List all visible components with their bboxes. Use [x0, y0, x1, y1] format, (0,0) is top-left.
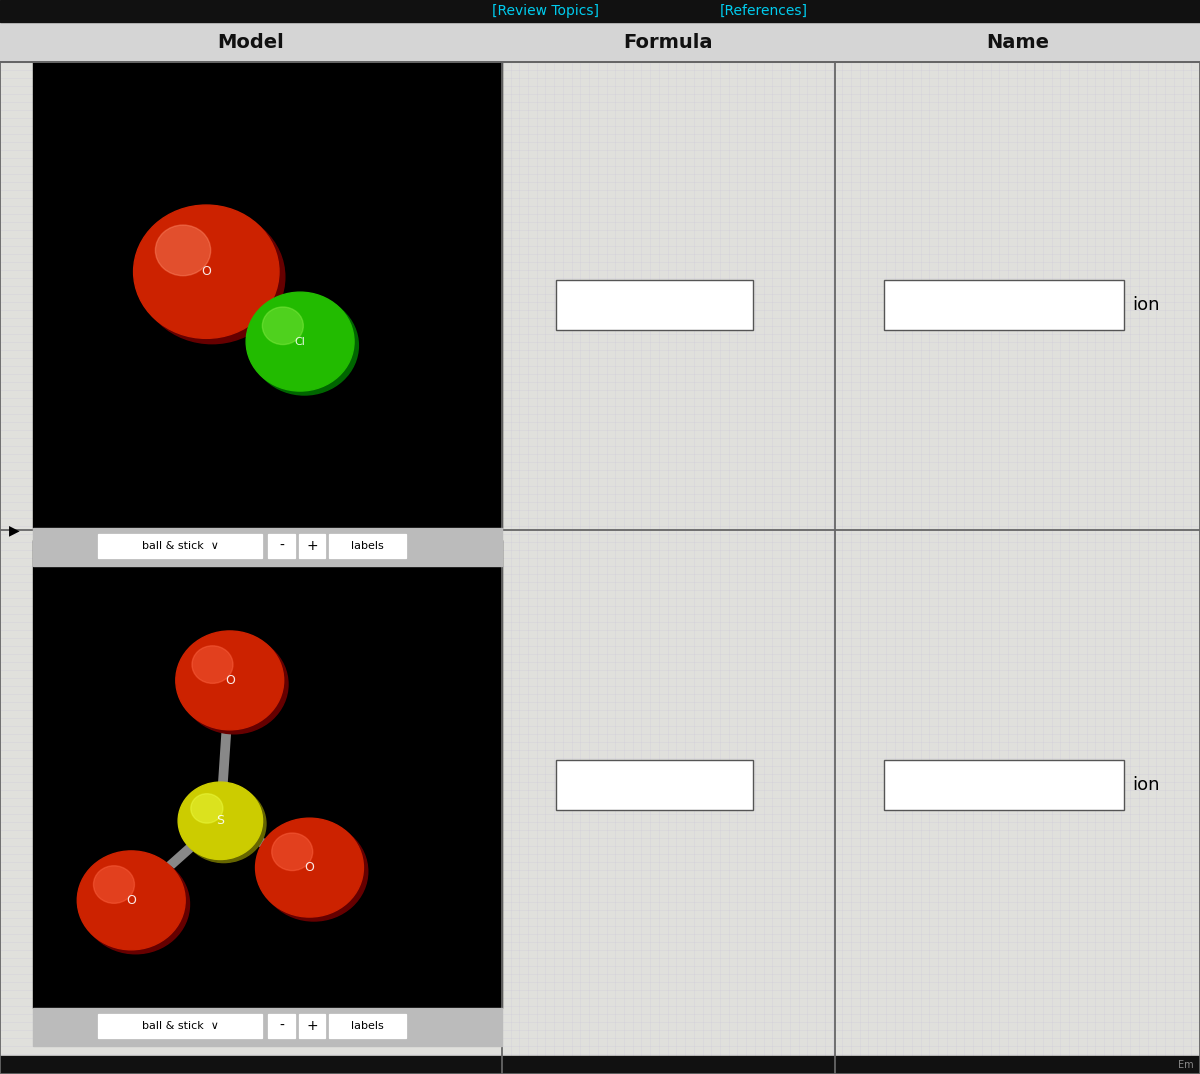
- Bar: [32, 1008, 502, 1046]
- Bar: [299, 1014, 325, 1037]
- Bar: [32, 528, 502, 566]
- Bar: [32, 540, 502, 1008]
- Bar: [883, 760, 1123, 810]
- Text: -: -: [280, 539, 284, 553]
- Text: labels: labels: [352, 1021, 384, 1031]
- Bar: [269, 534, 294, 558]
- Text: -: -: [280, 1019, 284, 1033]
- Bar: [98, 534, 262, 558]
- Text: Name: Name: [985, 32, 1049, 52]
- Bar: [0, 0, 1200, 21]
- Bar: [269, 1014, 294, 1037]
- Bar: [330, 534, 406, 558]
- Circle shape: [139, 211, 284, 344]
- Bar: [330, 1014, 406, 1037]
- Text: Formula: Formula: [624, 32, 713, 52]
- Circle shape: [180, 635, 288, 734]
- Circle shape: [82, 855, 190, 954]
- Text: labels: labels: [352, 541, 384, 551]
- Circle shape: [178, 782, 263, 859]
- Text: O: O: [224, 673, 235, 687]
- Circle shape: [77, 851, 185, 949]
- Text: O: O: [305, 861, 314, 874]
- Circle shape: [256, 818, 364, 917]
- Text: Cl: Cl: [295, 336, 306, 347]
- Circle shape: [155, 226, 211, 276]
- Text: Em: Em: [1178, 1060, 1194, 1070]
- Bar: [883, 280, 1123, 330]
- Circle shape: [94, 866, 134, 903]
- Circle shape: [191, 794, 223, 823]
- Circle shape: [263, 307, 304, 345]
- Bar: [0, 21, 1200, 62]
- Text: [Review Topics]: [Review Topics]: [492, 4, 599, 18]
- Text: ion: ion: [1133, 296, 1160, 314]
- Circle shape: [175, 630, 283, 730]
- Circle shape: [271, 833, 313, 871]
- Bar: [557, 280, 752, 330]
- Circle shape: [246, 292, 354, 391]
- Text: ▶: ▶: [8, 523, 19, 537]
- Text: [References]: [References]: [720, 4, 808, 18]
- Text: +: +: [306, 539, 318, 553]
- Bar: [32, 62, 502, 528]
- Circle shape: [181, 785, 266, 862]
- Text: +: +: [306, 1019, 318, 1033]
- Bar: [557, 760, 752, 810]
- Circle shape: [133, 205, 278, 338]
- Circle shape: [192, 645, 233, 683]
- Bar: [299, 534, 325, 558]
- Circle shape: [251, 296, 359, 395]
- Text: ball & stick  ∨: ball & stick ∨: [142, 1021, 218, 1031]
- Text: O: O: [126, 894, 136, 906]
- Bar: [0, 1056, 1200, 1074]
- Bar: [98, 1014, 262, 1037]
- Text: ion: ion: [1133, 777, 1160, 794]
- Text: Model: Model: [217, 32, 284, 52]
- Circle shape: [260, 822, 367, 921]
- Text: S: S: [216, 814, 224, 827]
- Text: O: O: [202, 265, 211, 278]
- Text: ball & stick  ∨: ball & stick ∨: [142, 541, 218, 551]
